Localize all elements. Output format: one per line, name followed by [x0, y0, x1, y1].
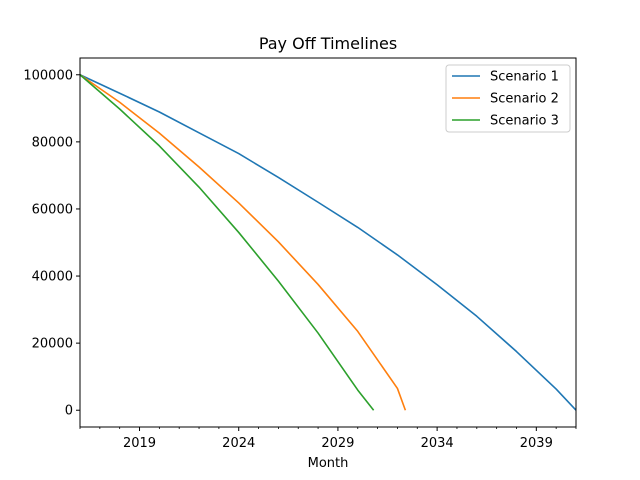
x-tick-label: 2039 — [520, 436, 553, 451]
legend-box — [445, 64, 571, 133]
y-tick-label: 20000 — [32, 337, 73, 352]
x-tick-label: 2034 — [421, 436, 454, 451]
y-tick-label: 40000 — [32, 270, 73, 285]
x-tick-label: 2019 — [123, 436, 156, 451]
series-line-1 — [79, 74, 577, 411]
y-tick-label: 0 — [65, 404, 73, 419]
y-tick-label: 80000 — [32, 135, 73, 150]
x-tick-label: 2024 — [222, 436, 255, 451]
legend-label-1: Scenario 1 — [490, 70, 559, 85]
series-line-2 — [79, 74, 407, 411]
x-tick-label: 2029 — [321, 436, 354, 451]
legend-label-2: Scenario 2 — [490, 92, 559, 107]
legend: Scenario 1 Scenario 2 Scenario 3 — [445, 64, 571, 133]
legend-label-3: Scenario 3 — [490, 114, 559, 129]
x-axis-label: Month — [308, 456, 349, 471]
y-tick-label: 60000 — [32, 202, 73, 217]
plot-lines — [79, 74, 577, 411]
axes: 0 20000 40000 60000 80000 100000 2019 2024 2029 2… — [23, 57, 577, 451]
y-tick-label: 100000 — [23, 68, 73, 83]
chart-title: Pay Off Timelines — [259, 34, 397, 53]
plot-frame — [79, 57, 577, 428]
series-line-3 — [79, 74, 375, 411]
